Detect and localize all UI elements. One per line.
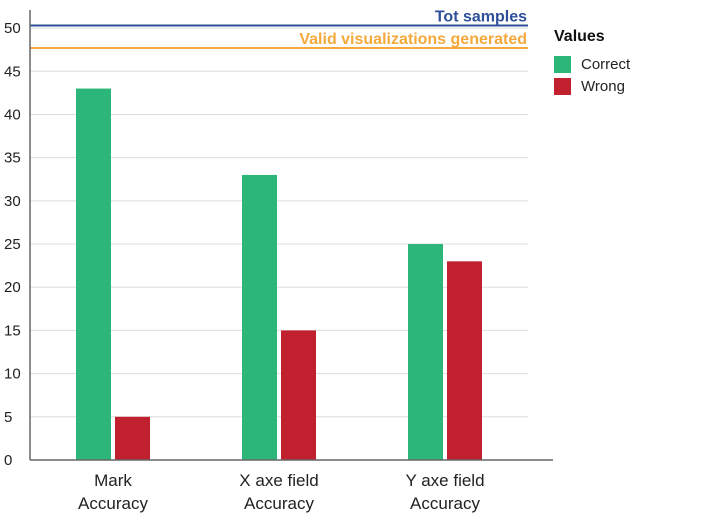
legend-item-correct: Correct <box>554 53 630 75</box>
legend-title: Values <box>554 28 605 45</box>
y-tick-label: 20 <box>4 279 21 296</box>
axes <box>29 10 553 461</box>
bar-wrong <box>281 330 316 460</box>
bars <box>76 88 482 461</box>
y-tick-label: 45 <box>4 63 21 80</box>
y-axis-ticks: 0 5 10 15 20 25 30 35 40 45 50 <box>4 20 21 469</box>
reference-line-label: Valid visualizations generated <box>299 31 527 48</box>
reference-lines: Tot samples Valid visualizations generate… <box>30 9 528 49</box>
legend-swatch-wrong <box>554 77 571 95</box>
bar-wrong <box>115 416 150 460</box>
y-tick-label: 35 <box>4 150 21 167</box>
reference-line-label: Tot samples <box>435 9 527 26</box>
bar-correct <box>408 244 443 460</box>
y-tick-label: 50 <box>4 20 21 37</box>
x-category-label: X axe field Accuracy <box>239 471 318 513</box>
x-category-label: Mark Accuracy <box>78 471 148 513</box>
bar-correct <box>242 174 277 460</box>
legend: Values Correct Wrong <box>554 28 630 97</box>
y-tick-label: 5 <box>4 409 12 426</box>
category-labels: Mark Accuracy X axe field Accuracy Y axe fie… <box>78 471 485 513</box>
bar-correct <box>76 88 111 461</box>
y-tick-label: 15 <box>4 322 21 339</box>
legend-swatch-correct <box>554 55 571 73</box>
legend-label-correct: Correct <box>581 55 631 73</box>
gridlines <box>30 27 528 418</box>
legend-label-wrong: Wrong <box>581 77 625 95</box>
bar-wrong <box>447 261 482 460</box>
y-tick-label: 25 <box>4 236 21 253</box>
x-category-label: Y axe field Accuracy <box>405 471 484 513</box>
y-tick-label: 0 <box>4 452 12 469</box>
y-tick-label: 40 <box>4 106 21 123</box>
y-tick-label: 30 <box>4 193 21 210</box>
y-tick-label: 10 <box>4 366 21 383</box>
legend-item-wrong: Wrong <box>554 75 630 97</box>
